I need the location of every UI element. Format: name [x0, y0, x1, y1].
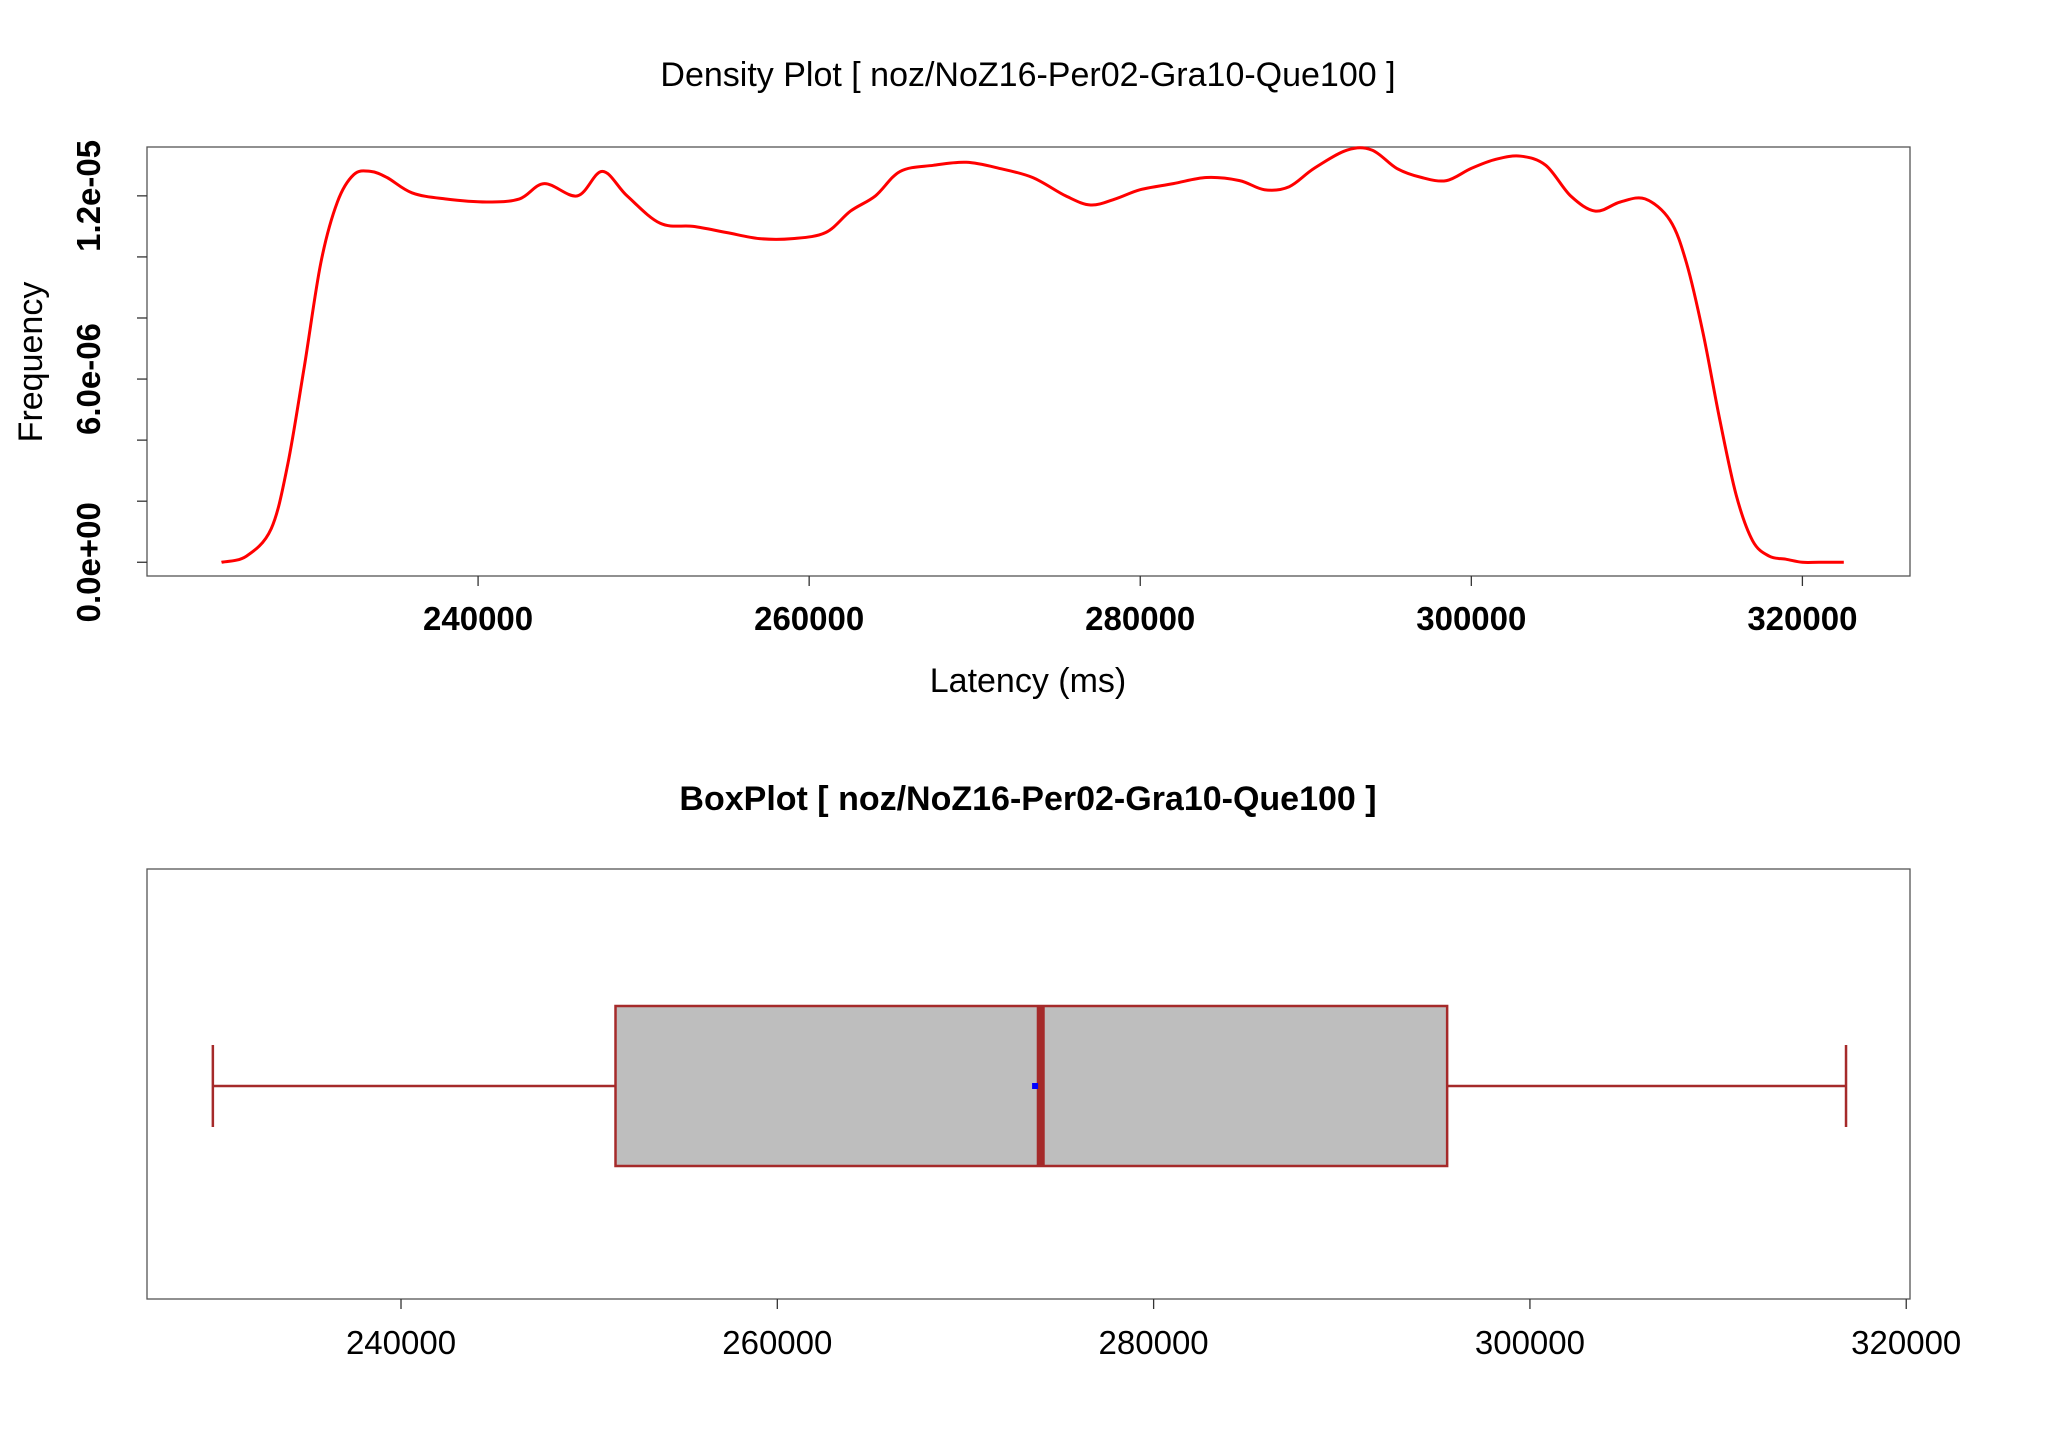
box-chart-title: BoxPlot [ noz/NoZ16-Per02-Gra10-Que100 ] [679, 780, 1376, 818]
mean-marker [1032, 1083, 1039, 1089]
density-plot-frame [146, 146, 1911, 577]
box-chart: BoxPlot [ noz/NoZ16-Per02-Gra10-Que100 ]… [146, 780, 1961, 1361]
density-x-axis-label: Latency (ms) [930, 662, 1127, 700]
density-axes: 240000 260000 280000 300000 320000 0.0e+00 6.0… [70, 140, 1857, 637]
box-axes: 240000 260000 280000 300000 320000 [346, 1299, 1961, 1361]
density-y-tick-label: 6.0e-06 [70, 323, 107, 435]
interquartile-box [614, 1004, 1449, 1168]
density-y-tick-label: 1.2e-05 [70, 140, 107, 252]
box-plot-frame [146, 868, 1911, 1300]
density-y-axis-label: Frequency [12, 282, 50, 443]
density-chart: Density Plot [ noz/NoZ16-Per02-Gra10-Que… [12, 56, 1911, 700]
box-x-tick-label: 300000 [1475, 1324, 1585, 1361]
density-x-tick-label: 240000 [423, 600, 533, 637]
box-x-tick-label: 320000 [1851, 1324, 1961, 1361]
density-x-tick-label: 280000 [1085, 600, 1195, 637]
density-x-tick-label: 300000 [1416, 600, 1526, 637]
density-series-line [221, 146, 1844, 565]
density-x-tick-label: 320000 [1747, 600, 1857, 637]
box-x-tick-label: 240000 [346, 1324, 456, 1361]
box-x-tick-label: 280000 [1099, 1324, 1209, 1361]
density-chart-title: Density Plot [ noz/NoZ16-Per02-Gra10-Que… [660, 56, 1395, 94]
box-x-tick-label: 260000 [722, 1324, 832, 1361]
density-y-tick-label: 0.0e+00 [70, 502, 107, 622]
box-marks [211, 1004, 1848, 1168]
density-x-tick-label: 260000 [754, 600, 864, 637]
